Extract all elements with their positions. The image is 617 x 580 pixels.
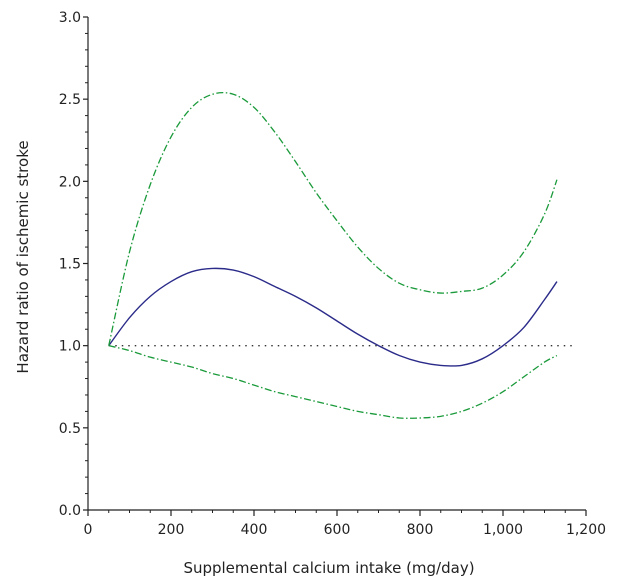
x-tick-label: 0: [84, 522, 93, 538]
y-axis-title: Hazard ratio of ischemic stroke: [14, 140, 32, 373]
y-tick-label: 1.5: [59, 257, 81, 273]
series-upper-ci: [108, 91, 558, 346]
y-tick-label: 2.0: [59, 174, 81, 190]
plot-area: [108, 91, 574, 419]
x-tick-label: 600: [324, 522, 351, 538]
x-tick-label: 800: [407, 522, 434, 538]
x-tick-label: 400: [241, 522, 268, 538]
x-tick-label: 200: [158, 522, 185, 538]
series-lower-ci: [108, 345, 558, 419]
x-tick-label: 1,200: [566, 522, 606, 538]
y-tick-label: 2.5: [59, 92, 81, 108]
y-tick-label: 3.0: [59, 10, 81, 26]
y-tick-label: 0.0: [59, 503, 81, 519]
series-estimate: [108, 267, 558, 367]
x-axis-title: Supplemental calcium intake (mg/day): [183, 559, 474, 577]
x-tick-label: 1,000: [483, 522, 523, 538]
axes: 0.0 0.5 1.0 1.5 2.0 2.5 3.0 0 200 400 600 800 1,000 1…: [59, 10, 606, 538]
y-tick-label: 0.5: [59, 421, 81, 437]
y-tick-label: 1.0: [59, 339, 81, 355]
